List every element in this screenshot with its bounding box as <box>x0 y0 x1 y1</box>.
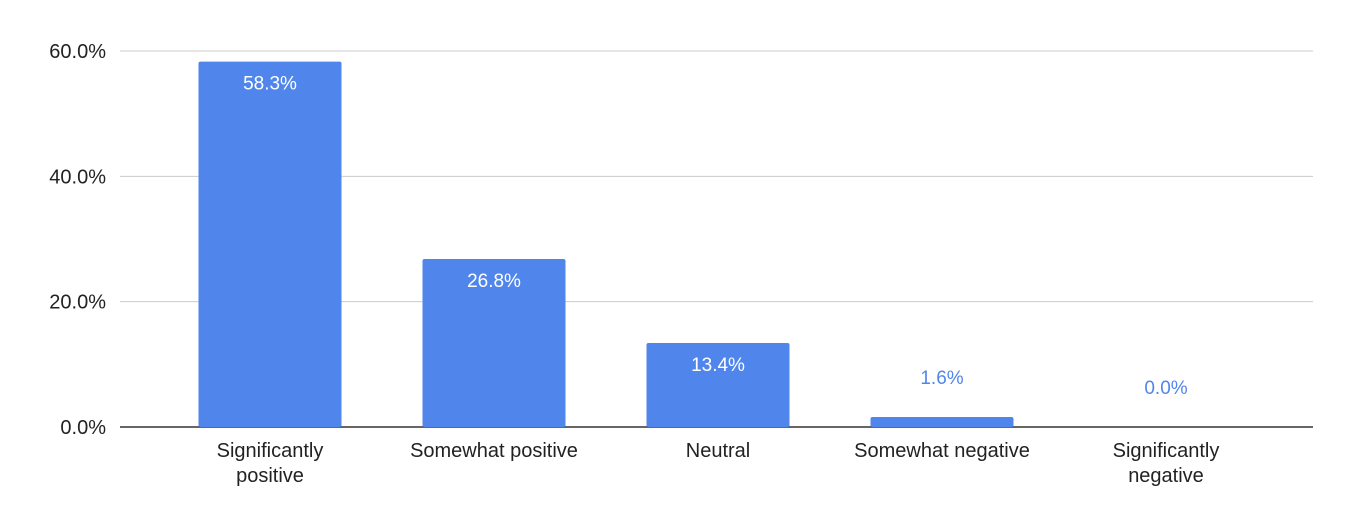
x-category-label: Somewhat negative <box>854 440 1030 462</box>
bar <box>870 416 1014 427</box>
bar <box>422 259 566 427</box>
x-category-label: Significantly positive <box>217 440 324 487</box>
bar <box>198 61 342 428</box>
data-label: 26.8% <box>467 271 521 292</box>
y-tick-label: 20.0% <box>49 292 106 314</box>
data-label: 1.6% <box>920 368 963 389</box>
data-labels: 58.3% 26.8% 13.4% 1.6% 0.0% <box>243 74 1188 399</box>
y-tick-label: 40.0% <box>49 166 106 188</box>
x-category-label: Significantly negative <box>1113 440 1220 487</box>
x-category-label: Neutral <box>686 440 750 462</box>
x-axis-labels: Significantly positive Somewhat positive Ne… <box>217 440 1220 487</box>
x-category-label: Somewhat positive <box>410 440 578 462</box>
bars <box>198 61 1014 428</box>
y-axis-ticks: 0.0% 20.0% 40.0% 60.0% <box>49 41 106 439</box>
data-label: 13.4% <box>691 355 745 376</box>
data-label: 0.0% <box>1144 378 1187 399</box>
data-label: 58.3% <box>243 74 297 95</box>
bar <box>646 343 790 427</box>
y-tick-label: 60.0% <box>49 41 106 63</box>
y-tick-label: 0.0% <box>60 417 106 439</box>
